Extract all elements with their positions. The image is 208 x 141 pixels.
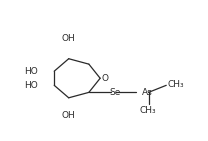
Text: HO: HO [24,81,38,90]
Text: OH: OH [62,111,76,120]
Text: As: As [142,88,153,97]
Text: O: O [102,74,109,83]
Text: Se: Se [110,88,121,97]
Text: CH₃: CH₃ [168,80,184,89]
Text: CH₃: CH₃ [139,106,156,115]
Text: OH: OH [62,34,76,43]
Text: HO: HO [24,67,38,76]
